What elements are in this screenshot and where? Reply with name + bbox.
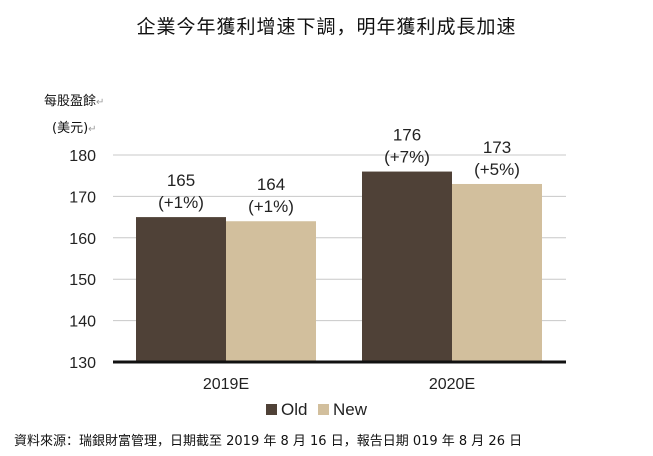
data-label-change: (+5%) bbox=[474, 160, 520, 179]
legend-swatch-new bbox=[318, 404, 329, 415]
x-category-label: 2020E bbox=[429, 376, 475, 393]
y-tick-label: 180 bbox=[69, 148, 96, 165]
x-category-label: 2019E bbox=[203, 376, 249, 393]
data-label-value: 173 bbox=[483, 138, 511, 157]
paragraph-mark-icon: ↵ bbox=[96, 97, 105, 108]
data-label-value: 176 bbox=[393, 126, 421, 145]
legend-swatch-old bbox=[266, 404, 277, 415]
y-axis-label-text: 每股盈餘 bbox=[44, 94, 97, 109]
data-label-change: (+7%) bbox=[384, 148, 430, 167]
y-axis-label-line1: 每股盈餘↵ bbox=[44, 90, 104, 109]
bar-new-2020e bbox=[452, 183, 542, 362]
data-label-change: (+1%) bbox=[158, 193, 204, 212]
y-tick-label: 170 bbox=[69, 189, 96, 206]
legend-label-old: Old bbox=[281, 400, 307, 419]
y-tick-label: 150 bbox=[69, 272, 96, 289]
bar-new-2019e bbox=[226, 221, 316, 362]
chart-title: 企業今年獲利增速下調，明年獲利成長加速 bbox=[136, 16, 517, 38]
paragraph-mark-icon: ↵ bbox=[88, 124, 97, 135]
data-label-change: (+1%) bbox=[248, 197, 294, 216]
bar-old-2019e bbox=[136, 217, 226, 362]
data-label-value: 164 bbox=[257, 175, 285, 194]
y-tick-label: 160 bbox=[69, 231, 96, 248]
bar-old-2020e bbox=[362, 171, 452, 362]
y-axis-unit-line2: (美元)↵ bbox=[52, 117, 97, 136]
y-tick-label: 140 bbox=[69, 314, 96, 331]
y-tick-label: 130 bbox=[69, 355, 96, 372]
data-label-value: 165 bbox=[167, 171, 195, 190]
y-axis-unit-text: (美元) bbox=[52, 121, 89, 136]
source-note: 資料來源：瑞銀財富管理，日期截至 2019 年 8 月 16 日，報告日期 01… bbox=[14, 434, 523, 449]
legend-label-new: New bbox=[333, 400, 368, 419]
